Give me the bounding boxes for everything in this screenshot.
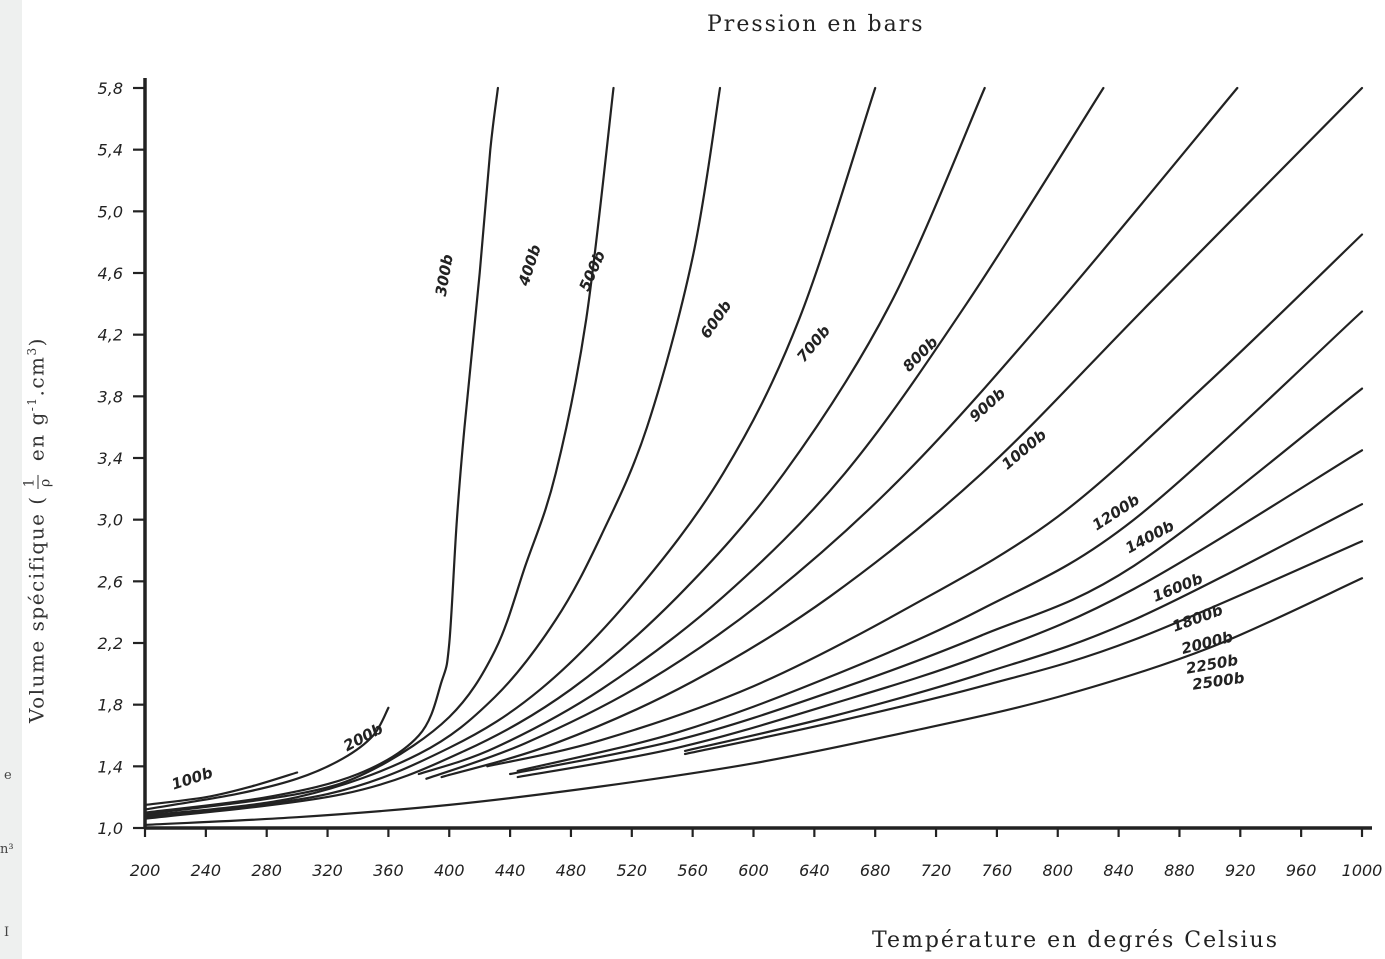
curve-label-100b: 100b [169,763,215,793]
curve-400b [143,86,615,816]
curve-1400b [516,310,1364,773]
x-tick-label-880: 880 [1164,861,1195,880]
x-tick-label-560: 560 [677,861,708,880]
curve-label-700b: 700b [793,322,834,366]
x-tick-label-400: 400 [434,861,465,880]
curve-label-1200b: 1200b [1089,490,1143,534]
x-tick-label-240: 240 [191,861,222,880]
curve-1800b [516,449,1364,779]
x-tick-label-320: 320 [312,861,343,880]
y-tick-label-1-4: 1,4 [98,757,123,776]
y-tick-label-2-6: 2,6 [98,572,123,591]
chart-curves [143,86,1364,826]
curve-1000b [440,86,1364,779]
page-edge-strip [0,0,22,959]
y-tick-label-2-2: 2,2 [98,634,123,653]
y-tick-label-1-0: 1,0 [98,819,123,838]
y-tick-label-3-8: 3,8 [98,387,123,406]
x-axis-label: Température en degrés Celsius [872,928,1279,953]
x-tick-label-200: 200 [130,861,161,880]
x-tick-label-960: 960 [1286,861,1317,880]
curve-label-500b: 500b [575,248,609,294]
curve-1200b [486,233,1364,768]
y-tick-label-4-2: 4,2 [98,326,123,345]
x-tick-label-600: 600 [738,861,769,880]
chart-axes: 200 240 280 320 360 400 440 480 520 560 600 640 680 7… [98,78,1383,880]
curve-label-800b: 800b [899,333,942,376]
x-tick-label-920: 920 [1225,861,1256,880]
curve-500b [143,86,722,817]
y-tick-label-5-4: 5,4 [98,141,123,160]
x-tick-label-440: 440 [495,861,526,880]
curve-800b [417,86,1105,776]
x-tick-label-520: 520 [617,861,648,880]
x-tick-label-280: 280 [251,861,282,880]
y-tick-label-5-0: 5,0 [98,202,123,221]
x-tick-label-1000: 1000 [1342,861,1383,880]
edge-mark-n3: n³ [0,842,14,857]
x-tick-label-760: 760 [982,861,1013,880]
x-tick-label-640: 640 [799,861,830,880]
curve-100b [143,771,299,806]
curve-700b [143,86,986,820]
x-tick-label-480: 480 [556,861,587,880]
y-tick-label-3-4: 3,4 [98,449,123,468]
chart-title: Pression en bars [707,12,925,37]
curve-label-300b: 300b [432,253,457,298]
x-tick-label-720: 720 [921,861,952,880]
curve-label-900b: 900b [966,384,1009,426]
curve-label-400b: 400b [514,242,545,289]
x-tick-label-800: 800 [1042,861,1073,880]
curve-900b [425,86,1239,780]
edge-mark-e: e [4,768,12,783]
x-tick-label-680: 680 [860,861,891,880]
curve-1600b [509,387,1364,776]
curve-300b [143,86,499,814]
y-tick-label-4-6: 4,6 [98,264,123,283]
curve-2250b [683,540,1364,756]
curve-label-200b: 200b [340,719,386,755]
x-tick-label-840: 840 [1103,861,1134,880]
curve-2500b [143,577,1364,826]
curve-200b [143,706,390,811]
edge-mark-i: I [4,925,10,940]
x-tick-label-360: 360 [373,861,404,880]
y-tick-label-3-0: 3,0 [98,511,123,530]
curve-label-600b: 600b [697,297,736,342]
y-tick-label-1-8: 1,8 [98,696,123,715]
y-tick-label-5-8: 5,8 [98,79,123,98]
curve-2000b [683,503,1364,752]
curve-600b [143,86,877,819]
